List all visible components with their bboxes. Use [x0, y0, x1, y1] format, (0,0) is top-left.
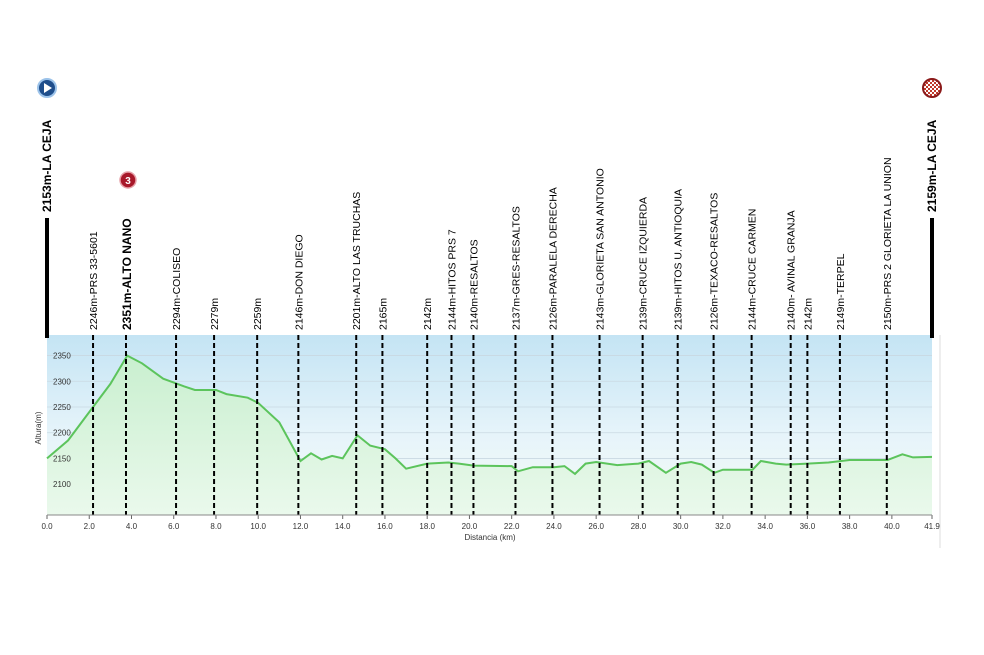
x-tick-label: 28.0	[631, 522, 647, 531]
climb-category-badge	[119, 171, 137, 189]
x-tick-label: 36.0	[800, 522, 816, 531]
x-tick-label: 8.0	[210, 522, 222, 531]
x-axis-label: Distancia (km)	[464, 533, 515, 542]
x-tick-label: 40.0	[884, 522, 900, 531]
waypoint-label: 2153m-LA CEJA	[40, 119, 54, 212]
waypoint-label: 2165m	[377, 298, 389, 330]
x-tick-label: 4.0	[126, 522, 138, 531]
y-tick-label: 2300	[53, 377, 71, 386]
waypoint-label: 2142m	[422, 298, 434, 330]
profile	[46, 354, 933, 515]
x-tick-label: 26.0	[588, 522, 604, 531]
waypoint-label: 2142m	[802, 298, 814, 330]
waypoint-label: 2159m-LA CEJA	[925, 119, 939, 212]
x-tick-label: 10.0	[250, 522, 266, 531]
waypoint-label: 2279m	[209, 298, 221, 330]
start-icon-arrow	[44, 83, 52, 93]
waypoint-label: 2140m-RESALTOS	[468, 239, 480, 330]
waypoint-label: 2126m-TEXACO-RESALTOS	[709, 193, 721, 330]
waypoint-label: 2146m-DON DIEGO	[293, 234, 305, 330]
waypoint-label: 2246m-PRS 33-5601	[88, 231, 100, 330]
y-tick-label: 2150	[53, 454, 71, 463]
area-fill	[47, 355, 932, 515]
waypoint-label: 2150m-PRS 2 GLORIETA LA UNION	[882, 157, 894, 330]
waypoint-label: 2140m- AVINAL GRANJA	[786, 210, 798, 330]
waypoint-label: 2149m-TERPEL	[835, 253, 847, 330]
x-tick-label: 18.0	[419, 522, 435, 531]
waypoint-label: 2144m-HITOS PRS 7	[446, 229, 458, 330]
waypoint-label: 2126m-PARALELA DERECHA	[547, 187, 559, 330]
y-tick-label: 2200	[53, 429, 71, 438]
axes: 2100 2150 2200 2250 2300 2350 0.0 2.0 4.0 6.0 8.0 1…	[41, 352, 940, 531]
y-axis-label: Altura(m)	[34, 411, 43, 444]
waypoint-label: 2139m-HITOS U. ANTIOQUIA	[673, 189, 685, 330]
waypoint-label: 2201m-ALTO LAS TRUCHAS	[351, 192, 363, 330]
x-tick-label: 2.0	[84, 522, 96, 531]
waypoint-label: 2259m	[252, 298, 264, 330]
x-tick-label: 38.0	[842, 522, 858, 531]
x-tick-label: 0.0	[41, 522, 53, 531]
waypoint-label: 2143m-GLORIETA SAN ANTONIO	[595, 168, 607, 330]
x-tick-label: 20.0	[462, 522, 478, 531]
x-tick-label: 14.0	[335, 522, 351, 531]
profile-line	[46, 354, 933, 476]
x-tick-label: 12.0	[293, 522, 309, 531]
y-tick-label: 2250	[53, 403, 71, 412]
waypoints: 2153m-LA CEJA 2246m-PRS 33-5601 2351m-ALTO…	[37, 78, 942, 515]
waypoint-label: 2139m-CRUCE IZQUIERDA	[638, 197, 650, 330]
y-tick-label: 2100	[53, 480, 71, 489]
x-tick-label: 30.0	[673, 522, 689, 531]
y-tick-label: 2350	[53, 352, 71, 361]
x-tick-label: 34.0	[757, 522, 773, 531]
x-tick-label: 24.0	[546, 522, 562, 531]
x-tick-label: 16.0	[377, 522, 393, 531]
finish-icon	[922, 78, 942, 98]
x-tick-label: 6.0	[168, 522, 180, 531]
waypoint-label: 2137m-GRES-RESALTOS	[510, 206, 522, 330]
waypoint-label: 2351m-ALTO NANO	[120, 218, 134, 330]
x-tick-label: 32.0	[715, 522, 731, 531]
waypoint-label: 2294m-COLISEO	[171, 248, 183, 330]
waypoint-label: 2144m-CRUCE CARMEN	[747, 209, 759, 330]
climb-category: 3	[125, 176, 131, 187]
x-tick-label: 41.9	[924, 522, 940, 531]
x-tick-label: 22.0	[504, 522, 520, 531]
